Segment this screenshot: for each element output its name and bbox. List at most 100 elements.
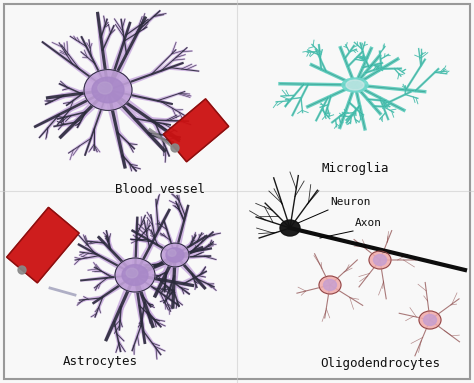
Polygon shape — [138, 304, 159, 325]
Polygon shape — [39, 113, 61, 138]
Polygon shape — [158, 274, 162, 279]
Polygon shape — [151, 235, 155, 238]
Polygon shape — [147, 212, 153, 220]
Polygon shape — [140, 294, 151, 307]
Polygon shape — [148, 303, 153, 305]
Polygon shape — [156, 223, 159, 225]
Polygon shape — [116, 343, 120, 352]
Polygon shape — [168, 289, 171, 298]
Polygon shape — [157, 223, 167, 231]
Polygon shape — [114, 19, 124, 33]
Polygon shape — [138, 224, 147, 232]
Polygon shape — [97, 13, 112, 91]
Polygon shape — [190, 246, 198, 253]
Polygon shape — [162, 138, 169, 144]
Polygon shape — [149, 133, 173, 143]
Polygon shape — [86, 241, 93, 246]
Polygon shape — [64, 101, 71, 104]
Polygon shape — [134, 116, 170, 126]
Polygon shape — [207, 234, 215, 239]
Polygon shape — [118, 306, 123, 330]
Ellipse shape — [126, 268, 138, 278]
Polygon shape — [132, 230, 177, 258]
Polygon shape — [176, 301, 179, 308]
Polygon shape — [155, 13, 166, 16]
Polygon shape — [132, 165, 140, 169]
Polygon shape — [143, 23, 148, 30]
Polygon shape — [164, 221, 177, 256]
Polygon shape — [66, 92, 84, 106]
Polygon shape — [130, 163, 137, 166]
Polygon shape — [84, 50, 88, 57]
Polygon shape — [199, 234, 201, 237]
Polygon shape — [98, 283, 101, 289]
Polygon shape — [132, 218, 138, 275]
Polygon shape — [57, 121, 65, 125]
Polygon shape — [188, 237, 194, 247]
Polygon shape — [137, 237, 142, 241]
Polygon shape — [59, 43, 73, 65]
Polygon shape — [190, 273, 197, 288]
Polygon shape — [68, 137, 91, 153]
Polygon shape — [63, 116, 65, 125]
Polygon shape — [159, 222, 161, 225]
Polygon shape — [173, 194, 179, 200]
Polygon shape — [57, 108, 72, 125]
Polygon shape — [83, 235, 88, 244]
Polygon shape — [103, 89, 126, 167]
Polygon shape — [120, 154, 137, 171]
Polygon shape — [200, 236, 205, 243]
Polygon shape — [190, 235, 196, 246]
Polygon shape — [80, 252, 97, 256]
Polygon shape — [95, 296, 105, 317]
Polygon shape — [137, 336, 139, 345]
Polygon shape — [104, 87, 165, 151]
Polygon shape — [160, 233, 171, 241]
Polygon shape — [209, 233, 220, 237]
Polygon shape — [204, 255, 216, 260]
Polygon shape — [105, 236, 109, 242]
Polygon shape — [154, 345, 165, 351]
Polygon shape — [207, 283, 211, 288]
Polygon shape — [195, 277, 214, 287]
Polygon shape — [89, 40, 93, 57]
Polygon shape — [160, 234, 163, 236]
Polygon shape — [58, 124, 64, 130]
Polygon shape — [99, 19, 108, 38]
Polygon shape — [132, 238, 148, 241]
Polygon shape — [104, 22, 109, 27]
Polygon shape — [105, 238, 109, 242]
Polygon shape — [155, 321, 165, 326]
Polygon shape — [82, 57, 88, 58]
Polygon shape — [141, 267, 147, 268]
Polygon shape — [163, 233, 166, 237]
Polygon shape — [147, 262, 152, 265]
Polygon shape — [169, 308, 170, 314]
Ellipse shape — [84, 70, 132, 110]
Polygon shape — [173, 205, 180, 210]
Polygon shape — [170, 66, 199, 72]
Polygon shape — [75, 254, 100, 260]
Polygon shape — [201, 267, 206, 275]
Polygon shape — [104, 17, 146, 92]
Polygon shape — [194, 232, 196, 237]
Polygon shape — [143, 229, 150, 234]
Polygon shape — [138, 321, 143, 327]
Polygon shape — [70, 150, 74, 160]
Polygon shape — [155, 194, 160, 207]
Polygon shape — [186, 65, 196, 70]
Polygon shape — [175, 206, 181, 211]
Polygon shape — [144, 220, 151, 248]
Polygon shape — [180, 92, 190, 94]
Polygon shape — [172, 50, 184, 55]
Polygon shape — [178, 201, 180, 208]
Polygon shape — [167, 303, 173, 307]
Polygon shape — [115, 24, 125, 37]
Polygon shape — [104, 25, 109, 28]
Polygon shape — [60, 50, 69, 56]
Polygon shape — [176, 300, 182, 305]
Polygon shape — [182, 271, 207, 286]
Polygon shape — [160, 285, 166, 291]
Polygon shape — [161, 286, 166, 293]
Polygon shape — [164, 99, 228, 162]
